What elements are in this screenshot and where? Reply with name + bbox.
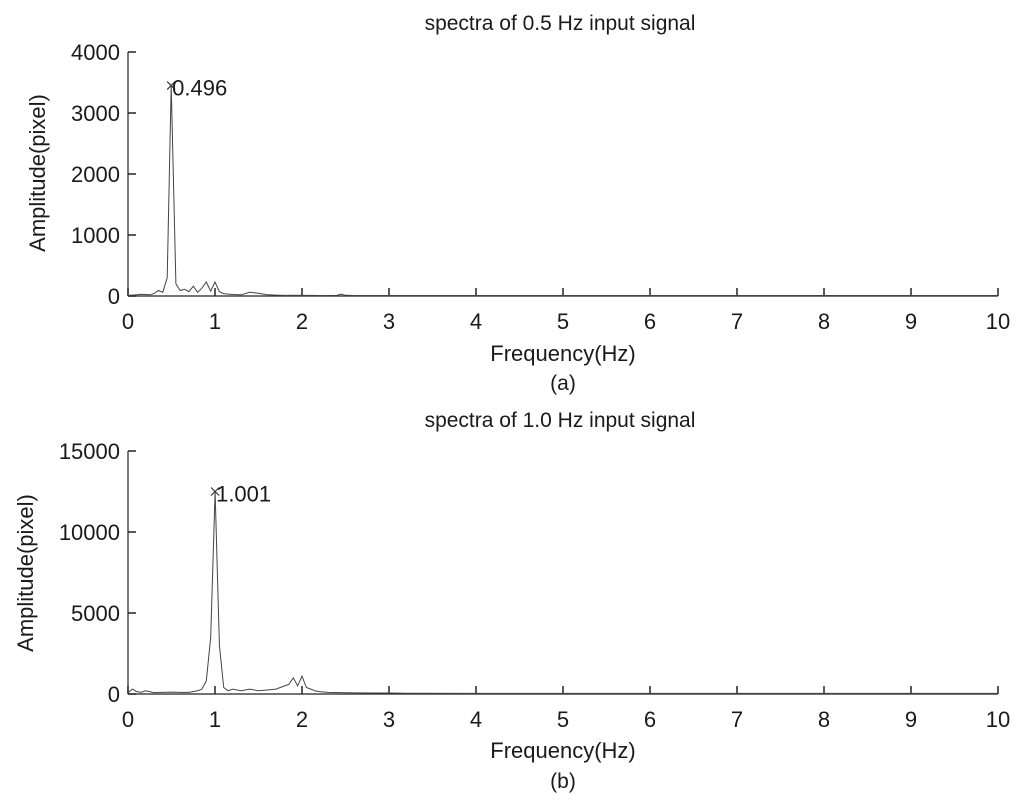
x-tick-label: 7 bbox=[731, 707, 743, 732]
subfigure-caption: (b) bbox=[550, 770, 576, 793]
peak-marker bbox=[210, 487, 220, 496]
panel-b: spectra of 1.0 Hz input signal Amplitude… bbox=[13, 409, 1010, 793]
subfigure-caption: (a) bbox=[550, 372, 576, 395]
x-tick-label: 1 bbox=[209, 309, 221, 334]
x-tick-label: 4 bbox=[470, 707, 482, 732]
y-tick-label: 1000 bbox=[71, 223, 120, 248]
x-tick-label: 9 bbox=[905, 707, 917, 732]
panel-a: spectra of 0.5 Hz input signal Amplitude… bbox=[25, 12, 1010, 395]
x-tick-label: 10 bbox=[986, 309, 1010, 334]
y-tick-label: 2000 bbox=[71, 162, 120, 187]
x-tick-label: 7 bbox=[731, 309, 743, 334]
x-tick-label: 8 bbox=[818, 707, 830, 732]
x-tick-label: 9 bbox=[905, 309, 917, 334]
x-axis-label: Frequency(Hz) bbox=[490, 341, 635, 366]
peak-annotation: 1.001 bbox=[216, 482, 271, 507]
x-tick-label: 8 bbox=[818, 309, 830, 334]
x-tick-label: 3 bbox=[383, 309, 395, 334]
series-line bbox=[127, 491, 998, 694]
y-axis-label: Amplitude(pixel) bbox=[13, 494, 38, 652]
x-tick-label: 2 bbox=[296, 309, 308, 334]
x-tick-label: 5 bbox=[557, 309, 569, 334]
y-tick-label: 0 bbox=[108, 682, 120, 707]
x-tick-label: 1 bbox=[209, 707, 221, 732]
x-axis-label: Frequency(Hz) bbox=[490, 738, 635, 763]
y-tick-label: 3000 bbox=[71, 101, 120, 126]
x-tick-label: 6 bbox=[644, 707, 656, 732]
x-tick-label: 0 bbox=[122, 707, 134, 732]
x-tick-label: 2 bbox=[296, 707, 308, 732]
chart-title: spectra of 1.0 Hz input signal bbox=[425, 409, 696, 432]
chart-title: spectra of 0.5 Hz input signal bbox=[425, 12, 696, 35]
y-tick-label: 4000 bbox=[71, 40, 120, 65]
peak-annotation: 0.496 bbox=[172, 76, 227, 101]
y-tick-label: 5000 bbox=[71, 601, 120, 626]
x-tick-label: 6 bbox=[644, 309, 656, 334]
x-tick-label: 4 bbox=[470, 309, 482, 334]
y-axis-label: Amplitude(pixel) bbox=[25, 94, 50, 252]
x-tick-label: 10 bbox=[986, 707, 1010, 732]
series-line bbox=[127, 85, 998, 296]
y-tick-label: 10000 bbox=[59, 520, 120, 545]
x-tick-label: 3 bbox=[383, 707, 395, 732]
y-tick-label: 0 bbox=[108, 284, 120, 309]
y-tick-label: 15000 bbox=[59, 439, 120, 464]
x-tick-label: 0 bbox=[122, 309, 134, 334]
peak-marker bbox=[166, 81, 176, 90]
x-tick-label: 5 bbox=[557, 707, 569, 732]
